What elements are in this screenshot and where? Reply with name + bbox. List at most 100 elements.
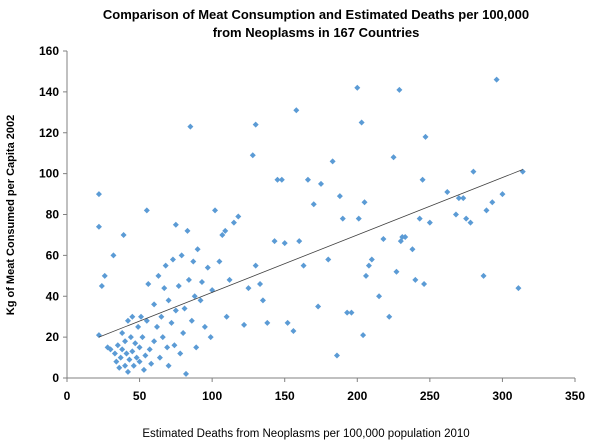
data-point bbox=[362, 272, 369, 279]
data-point bbox=[293, 107, 300, 114]
data-point bbox=[339, 215, 346, 222]
data-point bbox=[296, 238, 303, 245]
chart-title-line-2: from Neoplasms in 167 Countries bbox=[213, 25, 420, 40]
x-tick-label: 0 bbox=[64, 389, 71, 403]
data-point bbox=[252, 262, 259, 269]
data-point bbox=[188, 317, 195, 324]
data-point bbox=[310, 201, 317, 208]
data-point bbox=[318, 180, 324, 187]
x-tick-label: 100 bbox=[202, 389, 222, 403]
data-point bbox=[169, 256, 176, 263]
y-axis-label: Kg of Meat Consumed per Capita 2002 bbox=[5, 115, 17, 316]
data-point bbox=[368, 256, 375, 263]
data-point bbox=[355, 215, 362, 222]
y-tick-label: 120 bbox=[39, 126, 59, 140]
data-point bbox=[421, 280, 428, 287]
x-tick-label: 300 bbox=[492, 389, 512, 403]
data-point bbox=[499, 191, 506, 198]
data-point bbox=[120, 231, 127, 238]
data-point bbox=[111, 350, 118, 357]
data-point bbox=[264, 319, 271, 326]
data-point bbox=[130, 362, 137, 369]
data-point bbox=[114, 342, 121, 349]
data-point bbox=[252, 121, 259, 128]
data-point bbox=[110, 252, 117, 259]
data-point bbox=[143, 207, 150, 214]
data-point bbox=[480, 272, 487, 279]
data-point bbox=[230, 219, 237, 226]
data-point bbox=[178, 252, 185, 259]
data-points bbox=[95, 76, 526, 377]
x-axis-ticks: 0 50 100 150 200 250 300 350 bbox=[64, 378, 585, 403]
data-point bbox=[129, 348, 136, 355]
data-point bbox=[360, 332, 367, 339]
data-point bbox=[226, 276, 233, 283]
data-point bbox=[143, 317, 150, 324]
data-point bbox=[376, 293, 383, 300]
data-point bbox=[361, 199, 368, 206]
data-point bbox=[304, 176, 311, 183]
data-point bbox=[153, 323, 160, 330]
data-point bbox=[271, 238, 278, 245]
data-point bbox=[124, 368, 131, 375]
data-point bbox=[133, 354, 140, 361]
data-point bbox=[158, 313, 165, 320]
data-point bbox=[127, 334, 134, 341]
data-point bbox=[483, 207, 490, 214]
data-point bbox=[119, 346, 126, 353]
data-point bbox=[216, 258, 223, 265]
data-point bbox=[365, 262, 372, 269]
y-tick-label: 60 bbox=[46, 248, 60, 262]
y-axis-ticks: 0 20 40 60 80 100 120 140 160 bbox=[39, 44, 67, 385]
data-point bbox=[455, 195, 462, 202]
data-point bbox=[122, 338, 129, 345]
data-point bbox=[156, 354, 163, 361]
data-point bbox=[212, 207, 219, 214]
trendline bbox=[98, 169, 523, 338]
data-point bbox=[348, 309, 355, 316]
data-point bbox=[180, 330, 187, 337]
data-point bbox=[183, 370, 190, 377]
data-point bbox=[113, 358, 120, 365]
data-point bbox=[181, 305, 188, 312]
data-point bbox=[409, 246, 416, 253]
data-point bbox=[396, 86, 403, 93]
data-point bbox=[329, 158, 336, 165]
data-point bbox=[191, 293, 198, 300]
data-point bbox=[194, 246, 201, 253]
data-point bbox=[124, 317, 131, 324]
data-point bbox=[386, 313, 393, 320]
y-tick-label: 40 bbox=[46, 289, 60, 303]
data-point bbox=[161, 285, 168, 292]
data-point bbox=[177, 350, 184, 357]
data-point bbox=[419, 176, 426, 183]
data-point bbox=[259, 297, 266, 304]
x-tick-label: 200 bbox=[347, 389, 367, 403]
x-tick-label: 250 bbox=[420, 389, 440, 403]
data-point bbox=[249, 152, 256, 159]
data-point bbox=[140, 366, 147, 373]
data-point bbox=[281, 240, 288, 247]
data-point bbox=[175, 283, 182, 290]
data-point bbox=[393, 268, 400, 275]
data-point bbox=[235, 213, 242, 220]
data-point bbox=[148, 360, 155, 367]
data-point bbox=[122, 362, 129, 369]
y-tick-label: 100 bbox=[39, 167, 59, 181]
data-point bbox=[136, 344, 143, 351]
data-point bbox=[204, 264, 211, 271]
data-point bbox=[426, 219, 433, 226]
data-point bbox=[241, 321, 248, 328]
data-point bbox=[519, 168, 526, 175]
data-point bbox=[222, 227, 229, 234]
data-point bbox=[162, 262, 169, 269]
data-point bbox=[135, 323, 142, 330]
data-point bbox=[107, 346, 114, 353]
data-point bbox=[172, 221, 179, 228]
data-point bbox=[344, 309, 351, 316]
data-point bbox=[95, 223, 102, 230]
data-point bbox=[95, 332, 102, 339]
data-point bbox=[380, 236, 387, 243]
data-point bbox=[139, 334, 146, 341]
data-point bbox=[151, 301, 158, 308]
